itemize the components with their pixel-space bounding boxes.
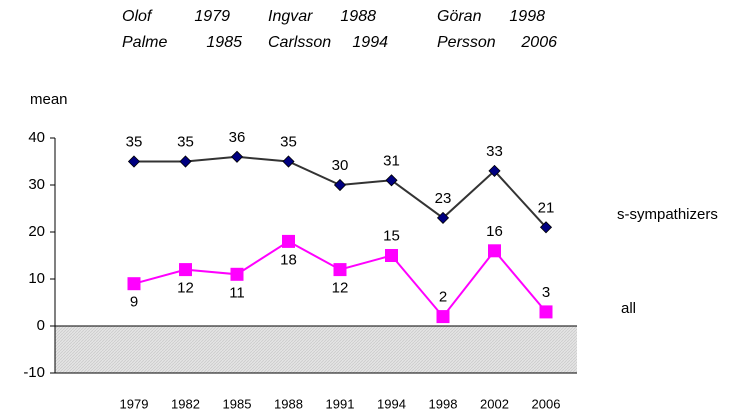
point xyxy=(179,263,192,277)
x-tick-label: 1985 xyxy=(223,396,252,411)
x-tick-label: 1979 xyxy=(120,396,149,411)
y-axis-label: mean xyxy=(30,91,68,108)
data-label: 23 xyxy=(435,190,452,207)
point xyxy=(385,174,398,187)
x-tick-label: 1998 xyxy=(429,396,458,411)
annotation: 1979 xyxy=(194,8,230,25)
x-tick-label: 1982 xyxy=(171,396,200,411)
point xyxy=(127,155,141,168)
data-label: 30 xyxy=(332,157,349,174)
point xyxy=(282,155,295,168)
data-label: 2 xyxy=(439,289,447,306)
point xyxy=(539,221,553,234)
annotation: Carlsson xyxy=(268,34,331,51)
point xyxy=(230,150,244,163)
data-label: 36 xyxy=(229,129,246,146)
annotation: Olof xyxy=(122,8,153,25)
point xyxy=(333,263,347,277)
data-label: 21 xyxy=(538,199,555,216)
annotation: Göran xyxy=(437,8,482,25)
data-label: 11 xyxy=(229,284,245,301)
data-label: 31 xyxy=(383,152,400,169)
point xyxy=(282,234,295,248)
annotation: 1985 xyxy=(206,34,242,51)
annotation: Ingvar xyxy=(268,8,313,25)
point xyxy=(436,310,450,324)
negative-region xyxy=(55,326,577,373)
data-label: 35 xyxy=(177,133,194,150)
point xyxy=(385,249,398,262)
y-tick-label: 10 xyxy=(28,270,45,287)
legend-label: all xyxy=(621,300,636,317)
point xyxy=(127,277,141,291)
y-tick-label: 20 xyxy=(28,223,45,240)
annotation: 1994 xyxy=(352,34,388,51)
point xyxy=(179,155,192,168)
annotation: 2006 xyxy=(520,34,557,51)
annotation: 1988 xyxy=(340,8,376,25)
annotation: Palme xyxy=(122,34,167,51)
data-label: 18 xyxy=(280,251,297,268)
data-label: 35 xyxy=(126,133,143,150)
data-label: 35 xyxy=(280,133,297,150)
data-label: 33 xyxy=(486,143,503,160)
y-tick-label: -10 xyxy=(23,364,45,381)
x-tick-label: 1988 xyxy=(274,396,303,411)
x-tick-label: 1991 xyxy=(326,396,355,411)
y-tick-label: 30 xyxy=(28,176,45,193)
x-tick-label: 2006 xyxy=(532,396,561,411)
point xyxy=(488,164,501,177)
x-tick-label: 2002 xyxy=(480,396,509,411)
annotation: Persson xyxy=(437,34,496,51)
data-label: 12 xyxy=(177,280,194,297)
x-tick-label: 1994 xyxy=(377,396,406,411)
data-label: 12 xyxy=(332,280,349,297)
data-label: 15 xyxy=(383,227,400,244)
annotation: 1998 xyxy=(509,8,545,25)
data-label: 16 xyxy=(486,223,503,240)
data-label: 3 xyxy=(542,284,550,301)
legend-label: s-sympathizers xyxy=(617,206,718,223)
y-tick-label: 40 xyxy=(28,129,45,146)
point xyxy=(436,211,450,224)
y-tick-label: 0 xyxy=(37,317,45,334)
point xyxy=(539,305,553,319)
data-label: 9 xyxy=(130,294,138,311)
point xyxy=(230,267,244,281)
point xyxy=(488,244,501,258)
point xyxy=(333,178,347,192)
